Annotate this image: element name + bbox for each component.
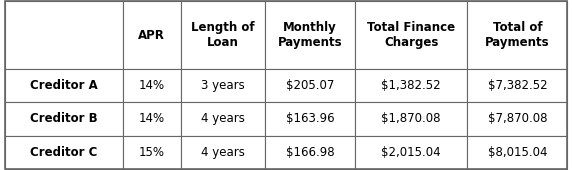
Text: $7,870.08: $7,870.08 <box>487 113 547 125</box>
Bar <box>123 1 181 69</box>
Bar <box>467 135 567 169</box>
Text: $205.07: $205.07 <box>286 79 334 92</box>
Bar <box>355 1 467 69</box>
Bar <box>355 69 467 102</box>
Text: 4 years: 4 years <box>201 146 245 159</box>
Text: $1,382.52: $1,382.52 <box>382 79 441 92</box>
Text: 4 years: 4 years <box>201 113 245 125</box>
Text: $8,015.04: $8,015.04 <box>487 146 547 159</box>
Bar <box>467 69 567 102</box>
Bar <box>123 135 181 169</box>
Text: Total Finance
Charges: Total Finance Charges <box>367 21 455 49</box>
Bar <box>5 1 123 69</box>
Text: Total of
Payments: Total of Payments <box>485 21 550 49</box>
Bar <box>5 102 123 135</box>
Text: $2,015.04: $2,015.04 <box>382 146 441 159</box>
Text: $163.96: $163.96 <box>286 113 335 125</box>
Text: 3 years: 3 years <box>201 79 245 92</box>
Text: $1,870.08: $1,870.08 <box>382 113 441 125</box>
Bar <box>467 1 567 69</box>
Text: 14%: 14% <box>139 79 165 92</box>
Bar <box>355 102 467 135</box>
Bar <box>181 1 265 69</box>
Bar <box>265 102 355 135</box>
Bar <box>181 69 265 102</box>
Text: Monthly
Payments: Monthly Payments <box>278 21 343 49</box>
Text: 15%: 15% <box>139 146 165 159</box>
Bar <box>123 102 181 135</box>
Text: 14%: 14% <box>139 113 165 125</box>
Bar <box>355 135 467 169</box>
Text: Creditor B: Creditor B <box>30 113 97 125</box>
Bar <box>467 102 567 135</box>
Bar <box>5 69 123 102</box>
Text: Creditor A: Creditor A <box>30 79 98 92</box>
Text: APR: APR <box>138 29 165 42</box>
Text: $7,382.52: $7,382.52 <box>487 79 547 92</box>
Bar <box>265 69 355 102</box>
Text: Length of
Loan: Length of Loan <box>191 21 255 49</box>
Bar <box>181 135 265 169</box>
Bar <box>265 1 355 69</box>
Bar <box>265 135 355 169</box>
Bar <box>5 135 123 169</box>
Bar <box>181 102 265 135</box>
Text: $166.98: $166.98 <box>286 146 335 159</box>
Bar <box>123 69 181 102</box>
Text: Creditor C: Creditor C <box>30 146 97 159</box>
